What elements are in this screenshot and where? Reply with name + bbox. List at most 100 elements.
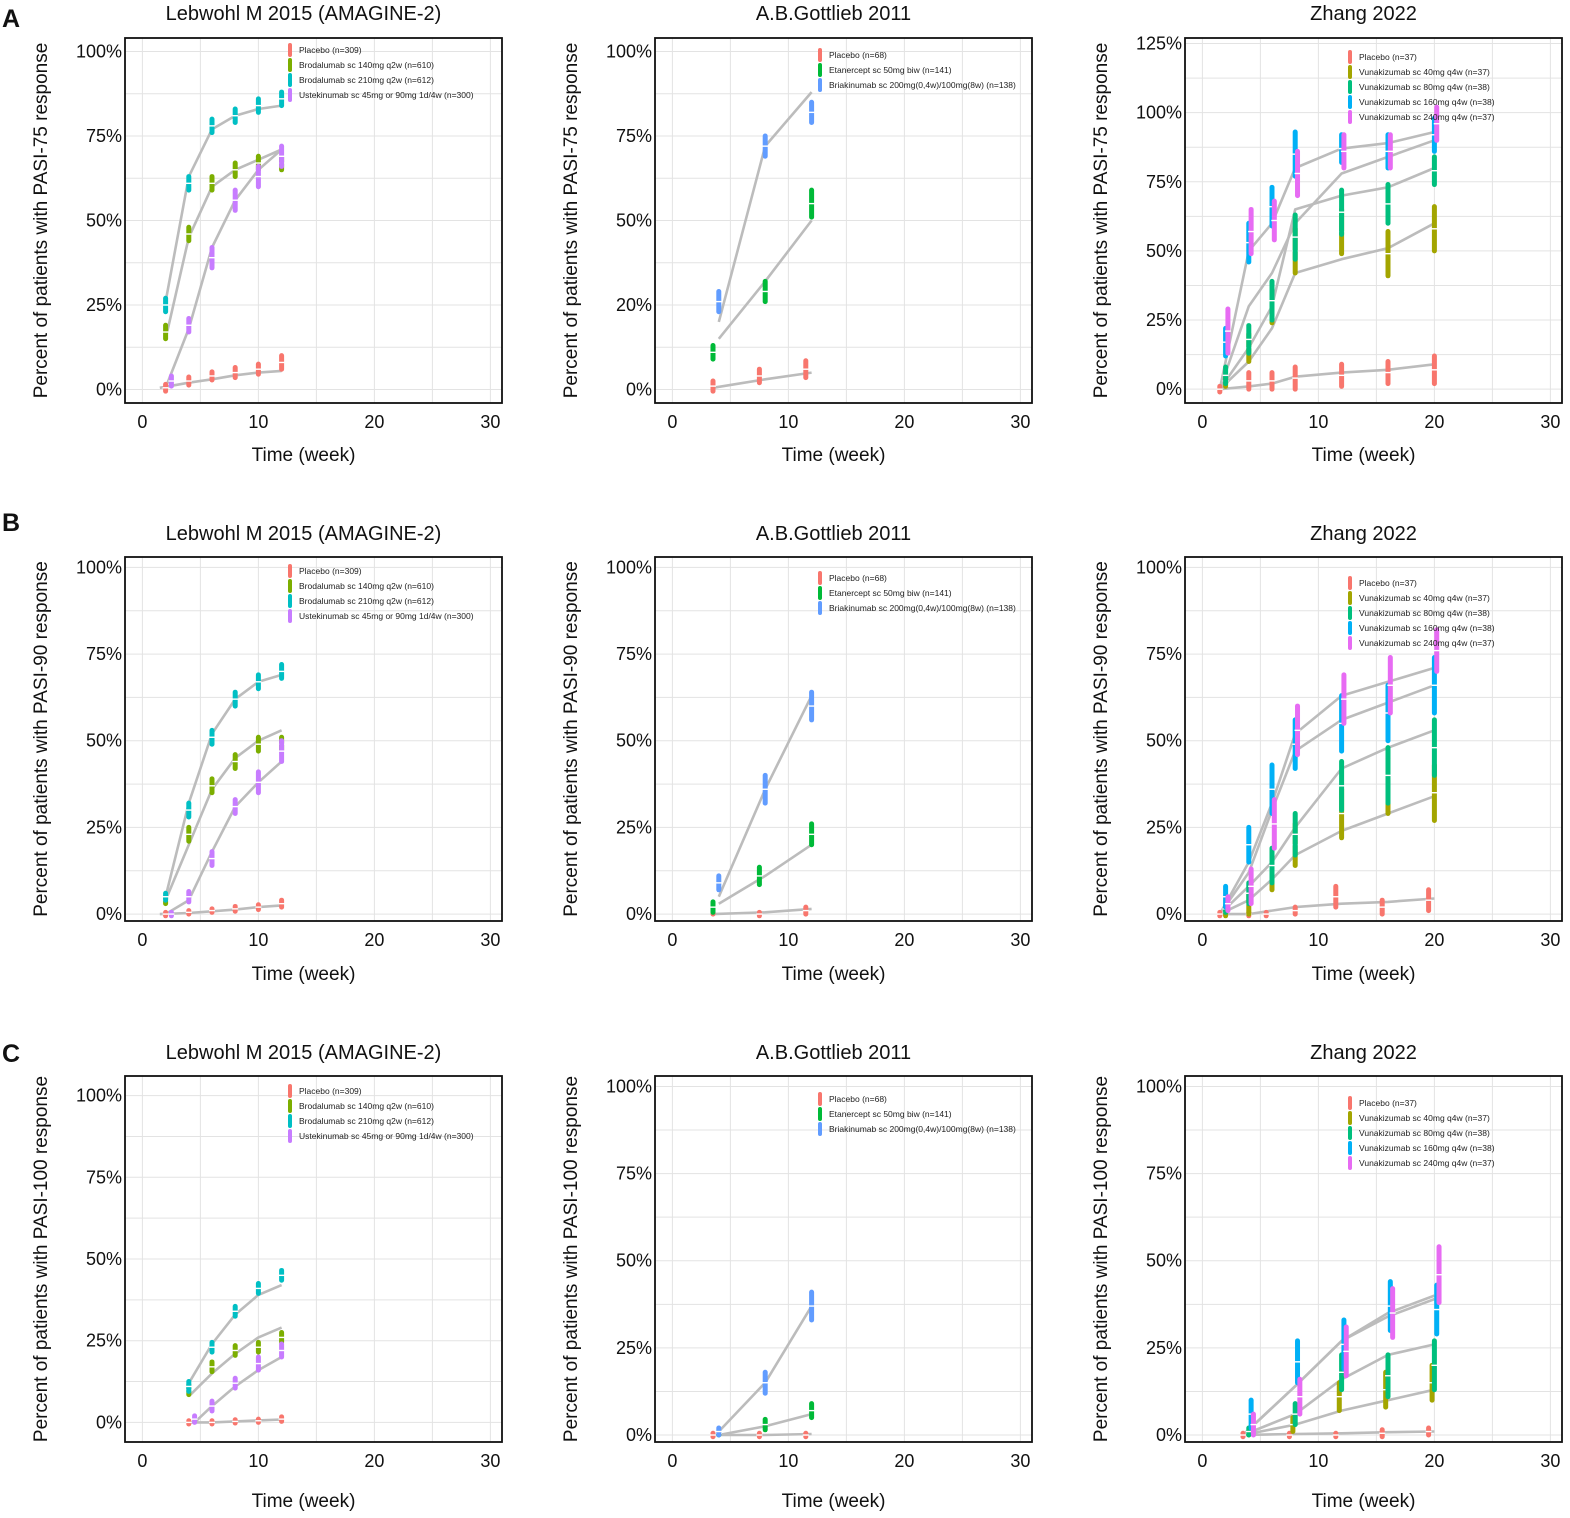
y-tick-label: 50% [86,211,122,231]
y-tick-label: 0% [96,904,122,924]
chart-title: Zhang 2022 [1310,1042,1417,1064]
legend: Placebo (n=68) Etanercept sc 50mg biw (n=… [818,1092,1016,1136]
y-axis-label: Percent of patients with PASI-75 respons… [561,43,582,399]
fit-curve-series-3 [717,1305,813,1433]
x-tick-label: 0 [137,930,147,950]
plot-frame [654,1075,1033,1443]
y-tick-label: 75% [616,126,652,146]
y-tick-label: 50% [1146,731,1182,751]
plot-frame [1184,37,1563,404]
plot-frame [124,37,503,404]
y-tick-label: 75% [1146,644,1182,664]
legend: Placebo (n=68) Etanercept sc 50mg biw (n=… [818,571,1016,615]
fit-curve-series-1 [1219,363,1435,391]
x-tick-label: 0 [667,412,677,432]
x-tick-label: 10 [1308,1451,1328,1471]
x-axis-label: Time (week) [252,1491,356,1512]
y-tick-label: 0% [1156,379,1182,399]
y-tick-label: 100% [1136,103,1182,123]
y-axis-label: Percent of patients with PASI-75 respons… [1091,43,1112,399]
legend-entry: Vunakizumab sc 240mg q4w (n=37) [1359,1158,1495,1168]
y-tick-label: 0% [96,379,122,399]
legend-entry: Brodalumab sc 210mg q2w (n=612) [299,596,434,606]
chart-panel-5: 0 10 20 30 0% 25% 50% 75% 100% A.B.Gottlieb 2011 T… [561,523,1033,985]
legend-entry: Briakinumab sc 200mg(0,4w)/100mg(8w) (n=… [829,80,1016,90]
fit-curve-series-4 [1218,130,1435,390]
x-tick-label: 10 [778,412,798,432]
x-tick-label: 0 [1197,1451,1207,1471]
x-tick-label: 20 [1424,930,1444,950]
legend: Placebo (n=309) Brodalumab sc 140mg q2w (… [288,564,474,623]
legend-entry: Placebo (n=68) [829,50,887,60]
legend-entry: Placebo (n=309) [299,45,362,55]
x-axis-label: Time (week) [1312,1491,1416,1512]
legend-entry: Brodalumab sc 140mg q2w (n=610) [299,60,434,70]
x-tick-label: 20 [1424,1451,1444,1471]
fit-curve-series-1 [159,369,282,390]
panel-row-label-C: C [2,1040,20,1068]
legend: Placebo (n=309) Brodalumab sc 140mg q2w (… [288,43,474,102]
fit-curve-series-1 [1242,1430,1435,1437]
legend: Placebo (n=68) Etanercept sc 50mg biw (n=… [818,48,1016,92]
fit-curve-series-1 [159,904,282,916]
x-tick-label: 0 [137,412,147,432]
x-tick-label: 30 [1010,412,1030,432]
legend-entry: Placebo (n=37) [1359,578,1417,588]
fit-curve-series-3 [164,104,282,302]
legend-entry: Vunakizumab sc 80mg q4w (n=38) [1359,608,1490,618]
x-tick-label: 20 [1424,412,1444,432]
y-tick-label: 25% [1146,310,1182,330]
x-tick-label: 10 [248,930,268,950]
legend-entry: Placebo (n=37) [1359,1098,1417,1108]
legend-entry: Placebo (n=309) [299,1086,362,1096]
fit-curve-series-1 [712,371,812,390]
y-tick-label: 50% [616,1251,652,1271]
y-axis-label: Percent of patients with PASI-100 respon… [1091,1076,1112,1442]
y-tick-label: 25% [616,1338,652,1358]
legend-entry: Vunakizumab sc 160mg q4w (n=38) [1359,1143,1495,1153]
fit-curve-series-5 [1242,1294,1435,1436]
y-axis-label: Percent of patients with PASI-90 respons… [31,561,52,917]
legend: Placebo (n=37) Vunakizumab sc 40mg q4w (n… [1348,1096,1495,1170]
legend-entry: Placebo (n=37) [1359,52,1417,62]
x-tick-label: 10 [248,1451,268,1471]
chart-title: Zhang 2022 [1310,3,1417,25]
y-tick-label: 0% [626,1425,652,1445]
y-tick-label: 50% [616,731,652,751]
plot-frame [1184,1075,1563,1443]
legend-entry: Placebo (n=309) [299,566,362,576]
legend: Placebo (n=37) Vunakizumab sc 40mg q4w (n… [1348,50,1495,124]
x-tick-label: 30 [1540,412,1560,432]
chart-title: A.B.Gottlieb 2011 [756,1042,911,1064]
chart-panel-9: 0 10 20 30 0% 25% 50% 75% 100% Zhang 2022 Time (we… [1091,1042,1563,1512]
chart-title: A.B.Gottlieb 2011 [756,3,911,25]
fit-curve-series-2 [164,148,283,340]
x-tick-label: 20 [364,1451,384,1471]
fit-curve-series-2 [718,843,813,905]
chart-panel-8: 0 10 20 30 0% 25% 50% 75% 100% A.B.Gottlieb 2011 T… [561,1042,1033,1512]
legend-entry: Placebo (n=68) [829,1094,887,1104]
chart-panel-1: 0 10 20 30 0% 25% 50% 75% 100% Lebwohl M 2015 (AM… [31,3,503,466]
y-axis-label: Percent of patients with PASI-90 respons… [561,561,582,917]
x-tick-label: 20 [364,930,384,950]
plot-frame [654,37,1033,404]
x-tick-label: 30 [480,412,500,432]
x-tick-label: 30 [1540,930,1560,950]
x-axis-label: Time (week) [1312,964,1416,985]
x-tick-label: 20 [894,1451,914,1471]
plot-frame [124,1075,503,1443]
legend-entry: Etanercept sc 50mg biw (n=141) [829,1109,952,1119]
panel-row-label-A: A [2,5,20,33]
chart-title: A.B.Gottlieb 2011 [756,523,911,545]
y-tick-label: 0% [626,379,652,399]
y-tick-label: 25% [86,1331,122,1351]
x-tick-label: 0 [667,1451,677,1471]
y-tick-label: 20% [616,295,652,315]
legend-entry: Vunakizumab sc 40mg q4w (n=37) [1359,593,1490,603]
y-tick-label: 100% [76,1086,122,1106]
legend-entry: Ustekinumab sc 45mg or 90mg 1d/4w (n=300… [299,1131,474,1141]
x-axis-label: Time (week) [252,445,356,466]
x-tick-label: 0 [667,930,677,950]
y-tick-label: 75% [86,644,122,664]
x-axis-label: Time (week) [252,964,356,985]
